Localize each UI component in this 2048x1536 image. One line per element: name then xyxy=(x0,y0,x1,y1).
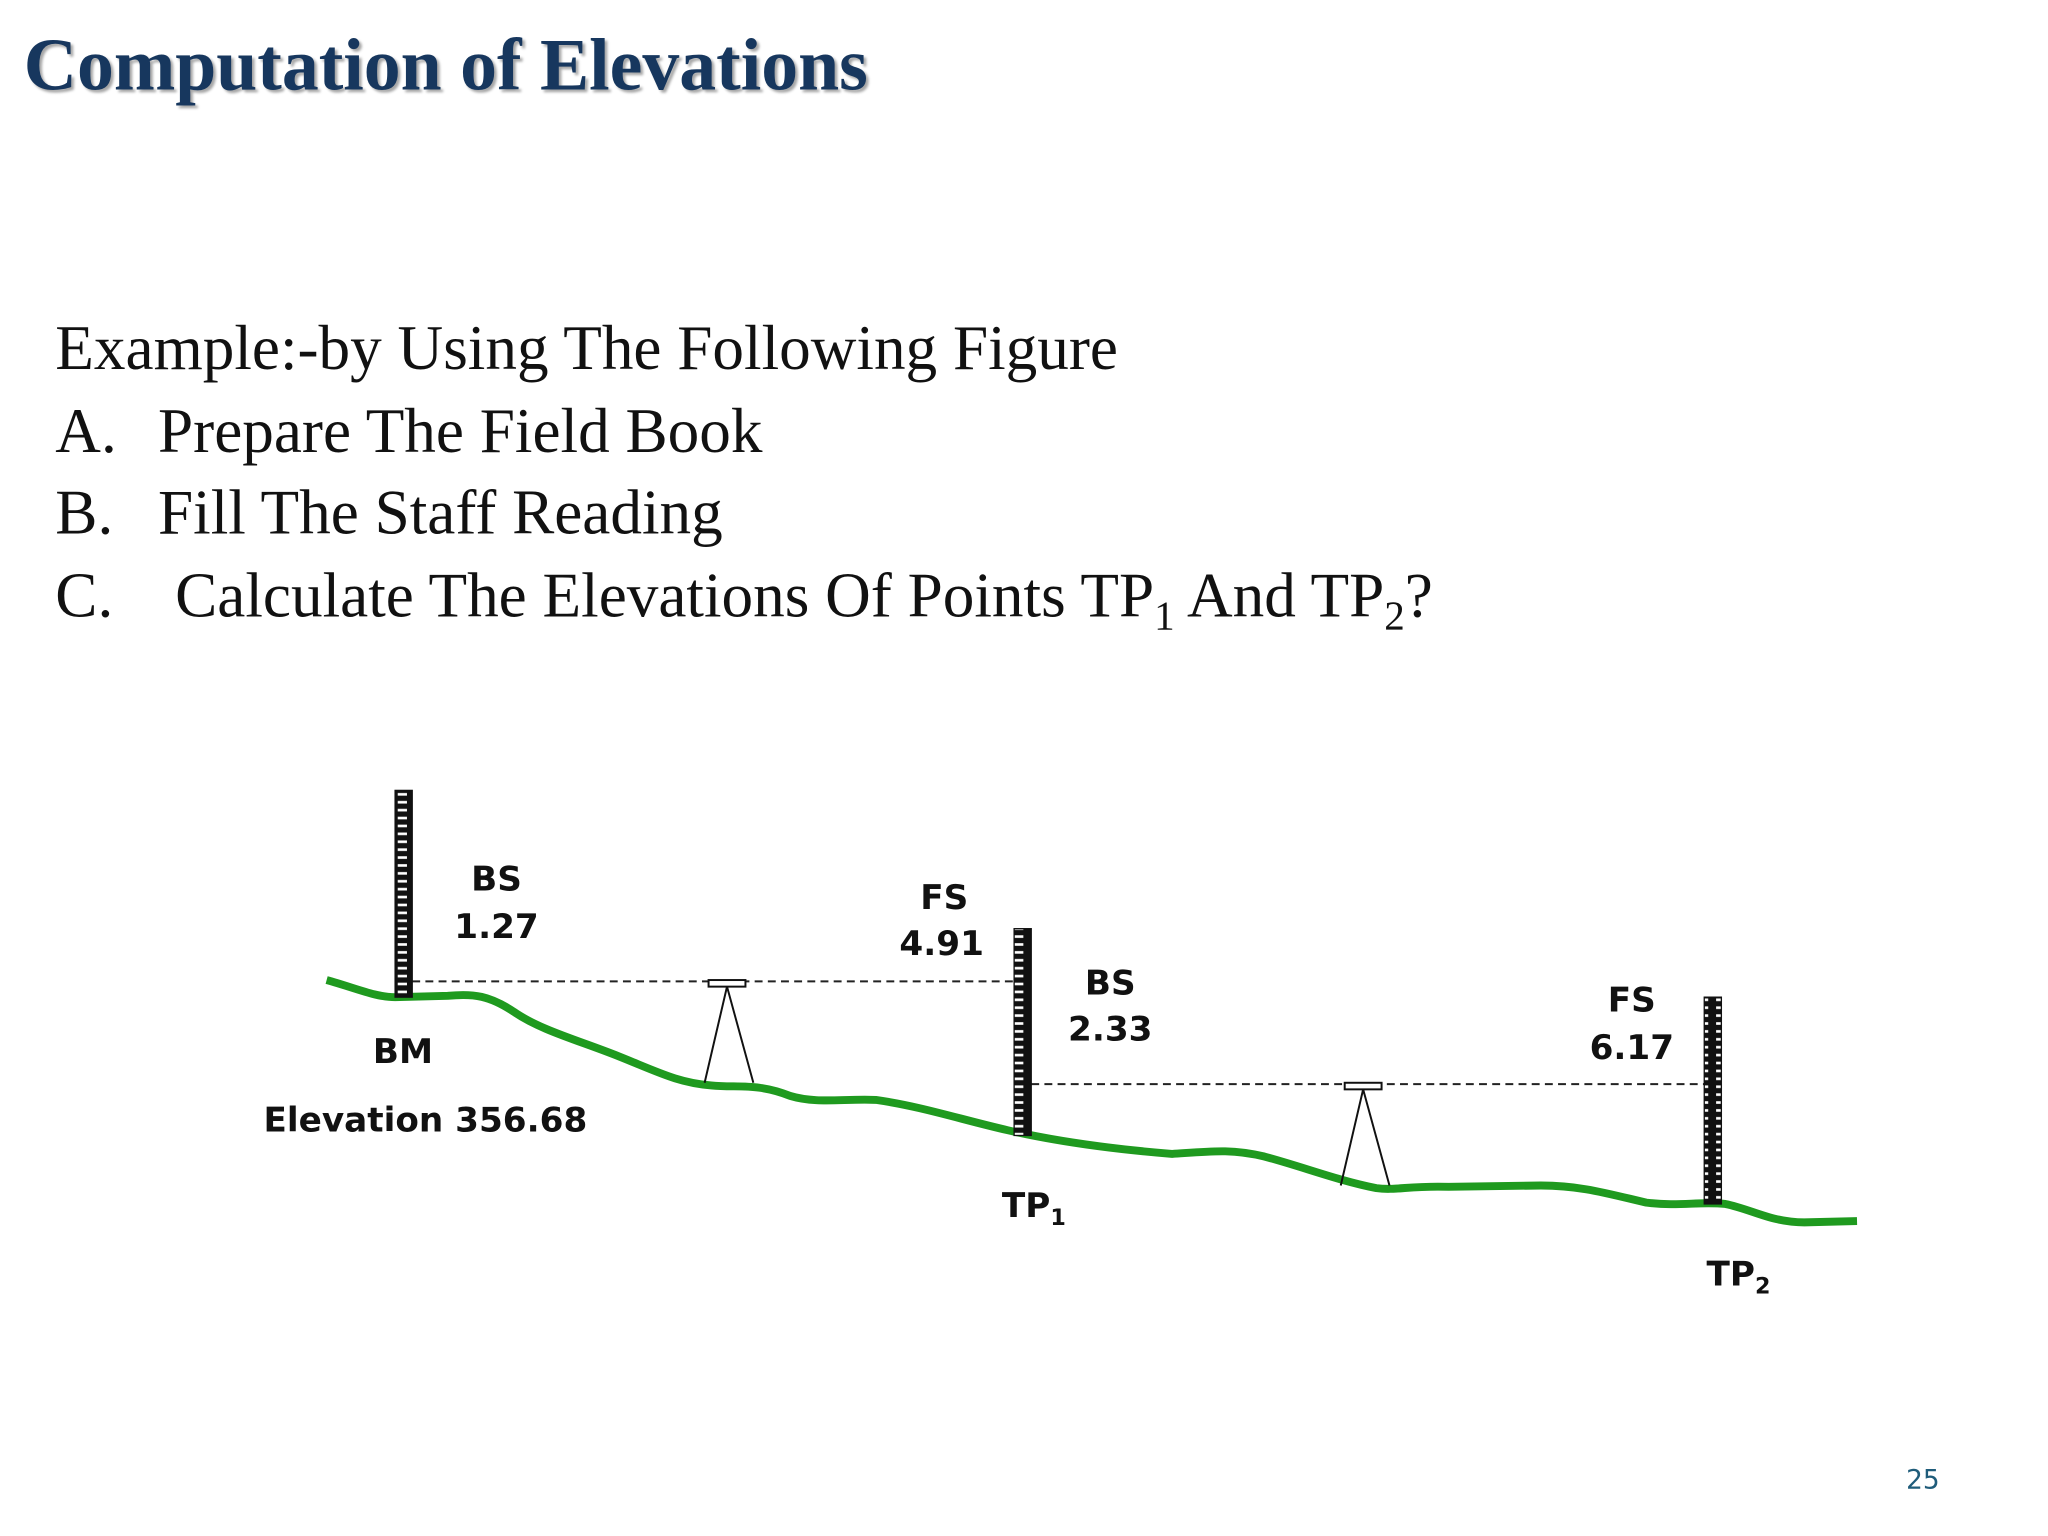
subscript: 1 xyxy=(1154,593,1175,639)
subscript: 1 xyxy=(1050,1205,1065,1231)
staff xyxy=(394,789,413,998)
reading-value: 2.33 xyxy=(1068,1010,1152,1050)
item-text: Prepare The Field Book xyxy=(158,396,763,466)
item-text: Fill The Staff Reading xyxy=(158,478,723,548)
point-label: TP1 xyxy=(1002,1186,1066,1231)
reading-value: 1.27 xyxy=(454,907,538,947)
reading-value: 6.17 xyxy=(1590,1028,1674,1068)
item-marker: B. xyxy=(55,478,113,548)
reading-kind: FS xyxy=(920,878,968,918)
level-instrument xyxy=(1339,1081,1391,1186)
slide-title: Computation of Elevations xyxy=(24,24,868,106)
reading-kind: BS xyxy=(471,859,522,899)
bm-elevation: Elevation 356.68 xyxy=(264,1101,588,1141)
text-part: And TP xyxy=(1175,561,1385,631)
page-number: 25 xyxy=(1906,1465,1940,1495)
point-name: TP xyxy=(1002,1186,1050,1226)
level-instrument xyxy=(703,979,755,1084)
staff xyxy=(1703,996,1723,1205)
subscript: 2 xyxy=(1755,1273,1770,1299)
reading-kind: BS xyxy=(1085,964,1136,1004)
reading-kind: FS xyxy=(1608,981,1656,1021)
text-part: ? xyxy=(1405,561,1433,631)
point-name: TP xyxy=(1707,1255,1755,1295)
text-part: Calculate The Elevations Of Points TP xyxy=(175,561,1154,631)
bm-label: BM xyxy=(373,1032,433,1072)
point-label: TP2 xyxy=(1707,1255,1771,1300)
item-marker: C. xyxy=(55,561,113,631)
subscript: 2 xyxy=(1384,593,1405,639)
intro: Example:-by Using The Following Figure xyxy=(55,313,1118,383)
item-marker: A. xyxy=(55,396,116,466)
ground-line xyxy=(325,976,1858,1227)
reading-value: 4.91 xyxy=(899,924,983,964)
item-text: Calculate The Elevations Of Points TP1 A… xyxy=(175,561,1433,639)
staff xyxy=(1013,928,1032,1137)
